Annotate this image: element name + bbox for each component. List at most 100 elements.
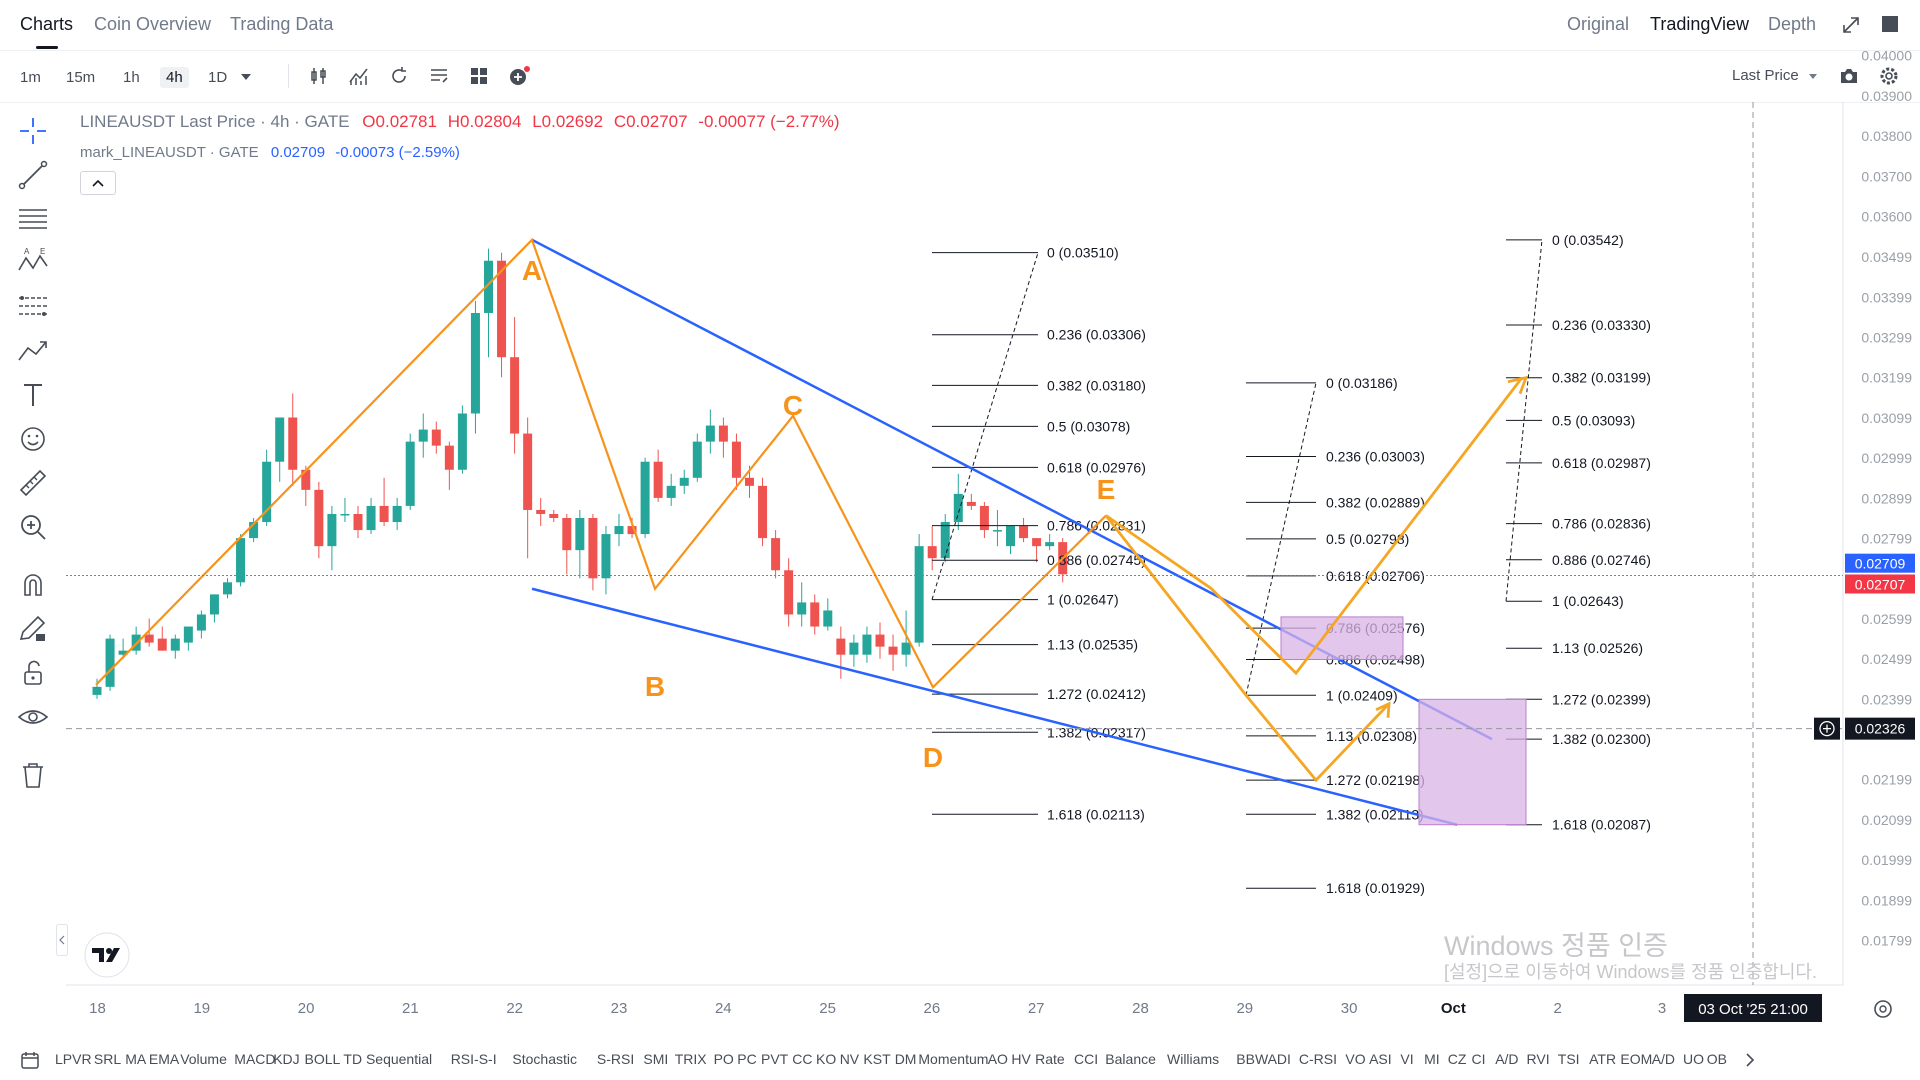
indicator-item[interactable]: Stochastic: [512, 1051, 577, 1067]
chart-settings-icon[interactable]: [428, 65, 450, 87]
indicator-item[interactable]: DM: [894, 1051, 917, 1067]
add-plus-icon[interactable]: [508, 65, 530, 87]
indicator-item[interactable]: A/D: [1495, 1051, 1519, 1067]
scroll-right-icon[interactable]: [1744, 1052, 1756, 1068]
indicator-item[interactable]: MA: [125, 1051, 147, 1067]
indicator-item[interactable]: ATR: [1589, 1051, 1617, 1067]
collapse-legend-button[interactable]: [80, 171, 116, 195]
eye-icon[interactable]: [16, 700, 50, 734]
indicator-item[interactable]: ADI: [1267, 1051, 1291, 1067]
add-alert-plus-icon[interactable]: [1814, 717, 1840, 740]
indicator-item[interactable]: Rate: [1035, 1051, 1065, 1067]
price-source-select[interactable]: Last Price: [1732, 67, 1799, 84]
indicator-item[interactable]: OB: [1706, 1051, 1727, 1067]
indicator-item[interactable]: UO: [1683, 1051, 1704, 1067]
emoji-icon[interactable]: [16, 422, 50, 456]
sidebar-collapse-handle[interactable]: [56, 924, 68, 956]
fullscreen-icon[interactable]: [1882, 16, 1898, 32]
timeframe-15m[interactable]: 15m: [66, 69, 96, 86]
timeframe-1m[interactable]: 1m: [20, 69, 41, 86]
projection-path-2[interactable]: [1104, 514, 1391, 783]
indicator-item[interactable]: MACD: [234, 1051, 276, 1067]
upper-trendline[interactable]: [531, 238, 1493, 741]
indicator-item[interactable]: LPVR: [55, 1051, 92, 1067]
indicator-item[interactable]: KO: [816, 1051, 837, 1067]
indicator-item[interactable]: Williams: [1167, 1051, 1220, 1067]
pencil-lock-icon[interactable]: [16, 612, 50, 646]
indicator-item[interactable]: C-RSI: [1298, 1051, 1338, 1067]
indicator-item[interactable]: ASI: [1369, 1051, 1392, 1067]
expand-icon[interactable]: [1842, 16, 1860, 34]
indicator-item[interactable]: AO: [987, 1051, 1008, 1067]
timeframe-4h[interactable]: 4h: [160, 67, 189, 88]
price-source-dropdown-icon[interactable]: [1808, 73, 1818, 81]
timeframe-dropdown-icon[interactable]: [240, 72, 252, 82]
indicator-item[interactable]: A/D: [1651, 1051, 1676, 1067]
indicators-icon[interactable]: [348, 65, 370, 87]
target-zone-large[interactable]: [1418, 698, 1527, 826]
lower-trendline[interactable]: [531, 587, 1458, 826]
zoom-in-icon[interactable]: [16, 510, 50, 544]
view-original[interactable]: Original: [1567, 14, 1630, 34]
indicator-item[interactable]: MI: [1424, 1051, 1440, 1067]
indicator-item[interactable]: RVI: [1526, 1051, 1550, 1067]
indicator-item[interactable]: RSI-S-I: [450, 1051, 497, 1067]
candle-type-icon[interactable]: [308, 65, 330, 87]
indicator-item[interactable]: BBW: [1236, 1051, 1269, 1067]
view-depth[interactable]: Depth: [1768, 14, 1817, 34]
axis-settings-icon[interactable]: [1874, 1000, 1892, 1018]
trend-line-icon[interactable]: [16, 158, 50, 192]
target-zone-small[interactable]: [1280, 616, 1404, 661]
indicator-item[interactable]: S-RSI: [596, 1051, 635, 1067]
indicator-item[interactable]: KST: [863, 1051, 891, 1067]
gear-icon[interactable]: [1878, 65, 1900, 87]
tab-coin-overview[interactable]: Coin Overview: [94, 14, 212, 34]
indicator-item[interactable]: EOM: [1620, 1051, 1653, 1067]
indicator-item[interactable]: SMI: [643, 1051, 669, 1067]
text-tool-icon[interactable]: [16, 378, 50, 412]
indicator-item[interactable]: KDJ: [273, 1051, 300, 1067]
calendar-icon[interactable]: [20, 1050, 40, 1070]
fib-retracement-3[interactable]: 0 (0.03542) 0.236 (0.03330) 0.382 (0.03199…: [1505, 232, 1651, 833]
layout-grid-icon[interactable]: [468, 65, 490, 87]
timeframe-1d[interactable]: 1D: [208, 69, 228, 86]
abcde-pattern-line[interactable]: [95, 237, 1107, 690]
indicator-item[interactable]: PC: [737, 1051, 757, 1067]
magnet-icon[interactable]: [16, 568, 50, 602]
indicator-item[interactable]: CC: [792, 1051, 813, 1067]
indicator-item[interactable]: EMA: [148, 1051, 180, 1067]
indicator-item[interactable]: BOLL: [304, 1051, 341, 1067]
indicator-item[interactable]: Momentum: [918, 1051, 989, 1067]
indicator-item[interactable]: HV: [1011, 1051, 1031, 1067]
fib-retracement-icon[interactable]: [16, 290, 50, 324]
indicator-item[interactable]: TD Sequential: [343, 1051, 433, 1067]
view-tradingview[interactable]: TradingView: [1650, 14, 1750, 34]
indicator-item[interactable]: TRIX: [674, 1051, 707, 1067]
tab-trading-data[interactable]: Trading Data: [230, 14, 334, 34]
trash-icon[interactable]: [16, 758, 50, 792]
indicator-item[interactable]: VO: [1345, 1051, 1366, 1067]
price-chart[interactable]: 0.04000 0.03900 0.03800 0.03700 0.03600 0.034…: [0, 0, 1920, 1030]
indicator-item[interactable]: Balance: [1105, 1051, 1156, 1067]
refresh-icon[interactable]: [388, 65, 410, 87]
unlock-icon[interactable]: [16, 656, 50, 690]
indicator-item[interactable]: NV: [839, 1051, 860, 1067]
indicator-item[interactable]: SRL: [93, 1051, 122, 1067]
projection-icon[interactable]: [16, 334, 50, 368]
indicator-item[interactable]: VI: [1400, 1051, 1414, 1067]
tab-charts[interactable]: Charts: [20, 14, 74, 34]
fib-retracement-1[interactable]: 0 (0.03510) 0.236 (0.03306) 0.382 (0.03180…: [931, 245, 1146, 823]
indicator-item[interactable]: CCI: [1074, 1051, 1099, 1067]
indicator-item[interactable]: Volume: [180, 1051, 227, 1067]
indicator-item[interactable]: CI: [1471, 1051, 1486, 1067]
camera-icon[interactable]: [1838, 65, 1860, 87]
timeframe-1h[interactable]: 1h: [123, 69, 140, 86]
indicator-item[interactable]: PO: [713, 1051, 734, 1067]
indicator-item[interactable]: CZ: [1447, 1051, 1467, 1067]
crosshair-icon[interactable]: [16, 114, 50, 148]
projection-path-1[interactable]: [1105, 376, 1524, 676]
ruler-icon[interactable]: [16, 466, 50, 500]
horizontal-lines-icon[interactable]: [16, 202, 50, 236]
indicator-item[interactable]: PVT: [761, 1051, 789, 1067]
